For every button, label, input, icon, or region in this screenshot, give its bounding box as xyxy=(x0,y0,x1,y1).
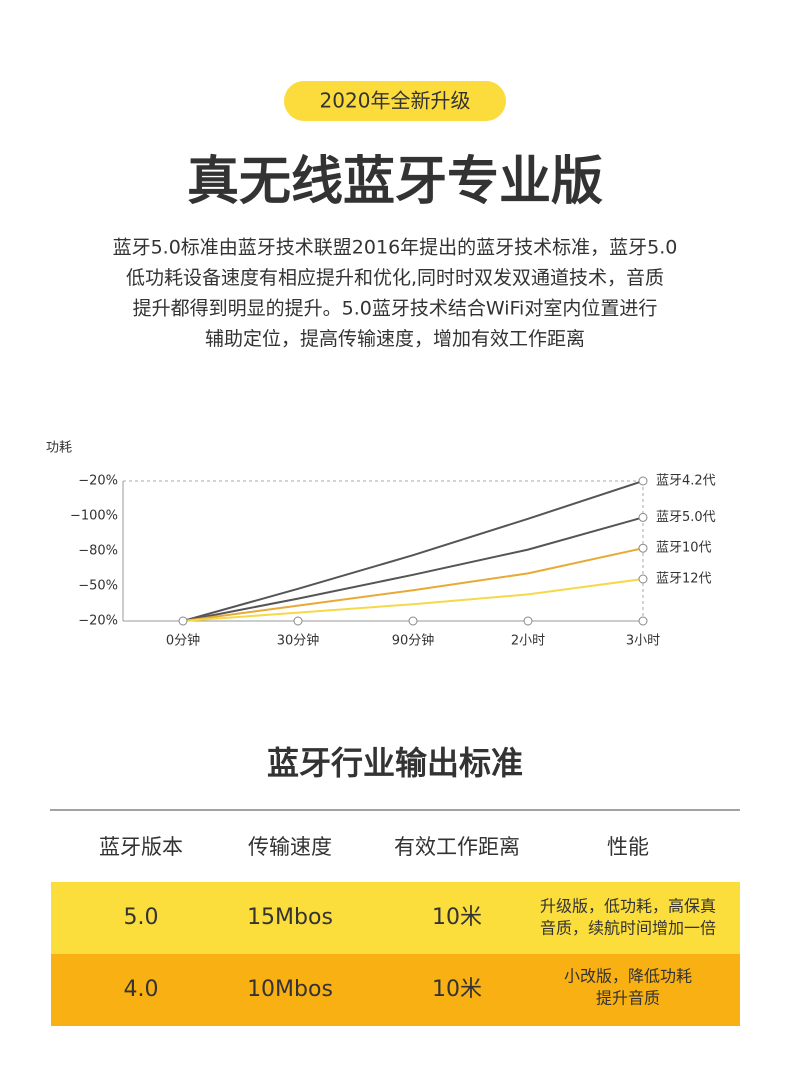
table-title: 蓝牙行业输出标准 xyxy=(267,744,523,782)
y-label: 功耗 xyxy=(46,441,72,456)
title: 真无线蓝牙专业版 xyxy=(187,152,603,212)
x-tick xyxy=(523,616,533,626)
end-point xyxy=(638,512,648,522)
description-line: 辅助定位，提高传输速度，增加有效工作距离 xyxy=(205,328,585,350)
table-cell: 提升音质 xyxy=(596,989,660,1008)
x-tick-label: 90分钟 xyxy=(392,633,435,649)
line xyxy=(182,547,644,622)
x-tick xyxy=(408,616,418,626)
table-cell: 小改版，降低功耗 xyxy=(564,967,692,986)
table-cell: 10Mbos xyxy=(247,977,333,1002)
x-tick-label: 30分钟 xyxy=(277,633,320,649)
line xyxy=(182,516,644,622)
x-tick-label: 2小时 xyxy=(511,634,545,649)
table-cell: 10米 xyxy=(432,977,482,1002)
badge: 2020年全新升级 xyxy=(320,89,471,113)
table-cell: 10米 xyxy=(432,905,482,930)
table-cell: 4.0 xyxy=(124,977,159,1002)
description-line: 蓝牙5.0标准由蓝牙技术联盟2016年提出的蓝牙技术标准，蓝牙5.0 xyxy=(113,237,678,259)
table-header: 有效工作距离 xyxy=(394,835,520,859)
table-header: 蓝牙版本 xyxy=(99,835,183,859)
x-tick xyxy=(638,616,648,626)
table-row xyxy=(51,882,740,954)
y-tick-label: −20% xyxy=(78,614,118,629)
end-point xyxy=(638,543,648,553)
description-line: 低功耗设备速度有相应提升和优化,同时时双发双通道技术，音质 xyxy=(126,267,664,289)
description-line: 提升都得到明显的提升。5.0蓝牙技术结合WiFi对室内位置进行 xyxy=(133,298,658,320)
table-cell: 5.0 xyxy=(124,905,159,930)
legend-label: 蓝牙4.2代 xyxy=(656,474,716,489)
table-cell: 升级版，低功耗，高保真 xyxy=(540,897,716,916)
legend-label: 蓝牙10代 xyxy=(656,541,712,556)
x-tick xyxy=(293,616,303,626)
table-cell: 音质，续航时间增加一倍 xyxy=(540,919,716,938)
line xyxy=(182,480,644,622)
end-point xyxy=(638,574,648,584)
y-tick-label: −100% xyxy=(70,509,118,524)
table-header: 传输速度 xyxy=(248,835,332,859)
x-tick xyxy=(178,616,188,626)
x-tick-label: 3小时 xyxy=(626,634,660,649)
table-cell: 15Mbos xyxy=(247,905,333,930)
badge-bg xyxy=(284,81,506,121)
legend-label: 蓝牙12代 xyxy=(656,572,712,587)
line xyxy=(182,578,644,622)
end-point xyxy=(638,476,648,486)
table-header: 性能 xyxy=(607,835,649,859)
y-tick-label: −20% xyxy=(78,474,118,489)
y-tick-label: −80% xyxy=(78,544,118,559)
table-row xyxy=(51,954,740,1026)
legend-label: 蓝牙5.0代 xyxy=(656,510,716,525)
x-tick-label: 0分钟 xyxy=(166,633,200,649)
y-tick-label: −50% xyxy=(78,579,118,594)
